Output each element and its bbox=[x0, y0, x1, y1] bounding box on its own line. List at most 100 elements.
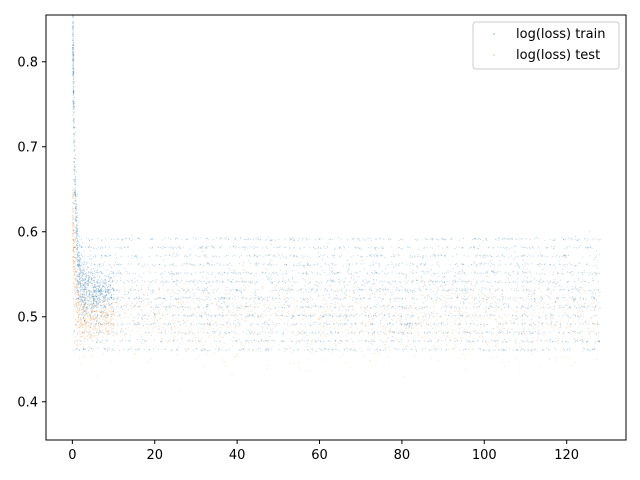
data-point bbox=[436, 261, 438, 263]
data-point bbox=[88, 277, 90, 279]
data-point bbox=[80, 317, 82, 318]
data-point bbox=[79, 323, 81, 325]
data-point bbox=[384, 347, 386, 349]
data-point bbox=[312, 347, 314, 349]
data-point bbox=[434, 300, 436, 302]
data-point bbox=[313, 247, 314, 248]
data-point bbox=[262, 247, 264, 249]
data-point bbox=[423, 315, 425, 317]
data-point bbox=[374, 353, 376, 355]
data-point bbox=[410, 316, 412, 318]
data-point bbox=[531, 350, 533, 352]
data-point bbox=[381, 319, 383, 321]
data-point bbox=[239, 256, 240, 258]
data-point bbox=[356, 328, 358, 330]
data-point bbox=[80, 258, 82, 260]
data-point bbox=[354, 308, 356, 310]
data-point bbox=[205, 295, 207, 297]
data-point bbox=[387, 305, 389, 306]
data-point bbox=[440, 330, 442, 332]
data-point bbox=[535, 301, 537, 303]
data-point bbox=[424, 284, 426, 286]
data-point bbox=[153, 323, 155, 325]
data-point bbox=[307, 306, 309, 308]
data-point bbox=[94, 256, 96, 258]
data-point bbox=[223, 334, 225, 336]
data-point bbox=[324, 262, 326, 264]
data-point bbox=[594, 298, 595, 299]
data-point bbox=[283, 304, 285, 306]
data-point bbox=[463, 280, 465, 282]
data-point bbox=[316, 290, 318, 291]
data-point bbox=[421, 322, 423, 324]
data-point bbox=[85, 327, 87, 329]
data-point bbox=[591, 319, 593, 321]
data-point bbox=[332, 348, 334, 350]
data-point bbox=[429, 238, 431, 240]
data-point bbox=[456, 287, 458, 289]
data-point bbox=[106, 255, 108, 257]
data-point bbox=[104, 291, 106, 293]
data-point bbox=[538, 332, 540, 334]
data-point bbox=[82, 280, 83, 282]
data-point bbox=[416, 277, 418, 279]
data-point bbox=[497, 331, 499, 333]
data-point bbox=[520, 332, 522, 334]
data-point bbox=[177, 238, 179, 240]
data-point bbox=[325, 263, 327, 265]
data-point bbox=[398, 265, 400, 266]
data-point bbox=[547, 303, 549, 305]
data-point bbox=[154, 313, 156, 315]
data-point bbox=[83, 337, 85, 339]
data-point bbox=[83, 279, 85, 281]
data-point bbox=[279, 298, 281, 300]
data-point bbox=[252, 307, 253, 309]
data-point bbox=[201, 314, 203, 316]
data-point bbox=[98, 334, 100, 336]
data-point bbox=[560, 347, 562, 349]
data-point bbox=[568, 281, 569, 283]
data-point bbox=[138, 306, 140, 307]
data-point bbox=[314, 341, 316, 343]
data-point bbox=[401, 289, 403, 291]
data-point bbox=[85, 311, 87, 313]
data-point bbox=[447, 247, 449, 249]
data-point bbox=[422, 322, 424, 324]
data-point bbox=[73, 104, 75, 106]
data-point bbox=[251, 246, 253, 248]
data-point bbox=[578, 310, 580, 312]
data-point bbox=[270, 281, 272, 283]
data-point bbox=[236, 289, 238, 291]
data-point bbox=[102, 296, 104, 298]
data-point bbox=[476, 254, 478, 256]
data-point bbox=[99, 312, 101, 313]
data-point bbox=[278, 293, 280, 295]
data-point bbox=[83, 284, 85, 286]
data-point bbox=[267, 298, 269, 300]
data-point bbox=[340, 315, 342, 317]
data-point bbox=[284, 350, 286, 352]
data-point bbox=[161, 280, 163, 282]
data-point bbox=[466, 331, 468, 333]
data-point bbox=[586, 328, 588, 330]
data-point bbox=[90, 317, 92, 319]
data-point bbox=[361, 284, 363, 286]
data-point bbox=[83, 311, 85, 312]
data-point bbox=[93, 299, 95, 301]
data-point bbox=[127, 255, 129, 257]
data-point bbox=[581, 310, 583, 312]
data-point bbox=[184, 320, 186, 322]
data-point bbox=[549, 324, 551, 326]
data-point bbox=[95, 317, 96, 319]
data-point bbox=[109, 305, 111, 306]
data-point bbox=[111, 289, 113, 291]
data-point bbox=[341, 303, 343, 305]
data-point bbox=[120, 332, 122, 334]
data-point bbox=[493, 296, 495, 297]
data-point bbox=[73, 235, 75, 237]
data-point bbox=[72, 39, 74, 41]
data-point bbox=[482, 300, 484, 302]
data-point bbox=[390, 319, 392, 320]
data-point bbox=[113, 313, 114, 315]
data-point bbox=[123, 312, 125, 314]
